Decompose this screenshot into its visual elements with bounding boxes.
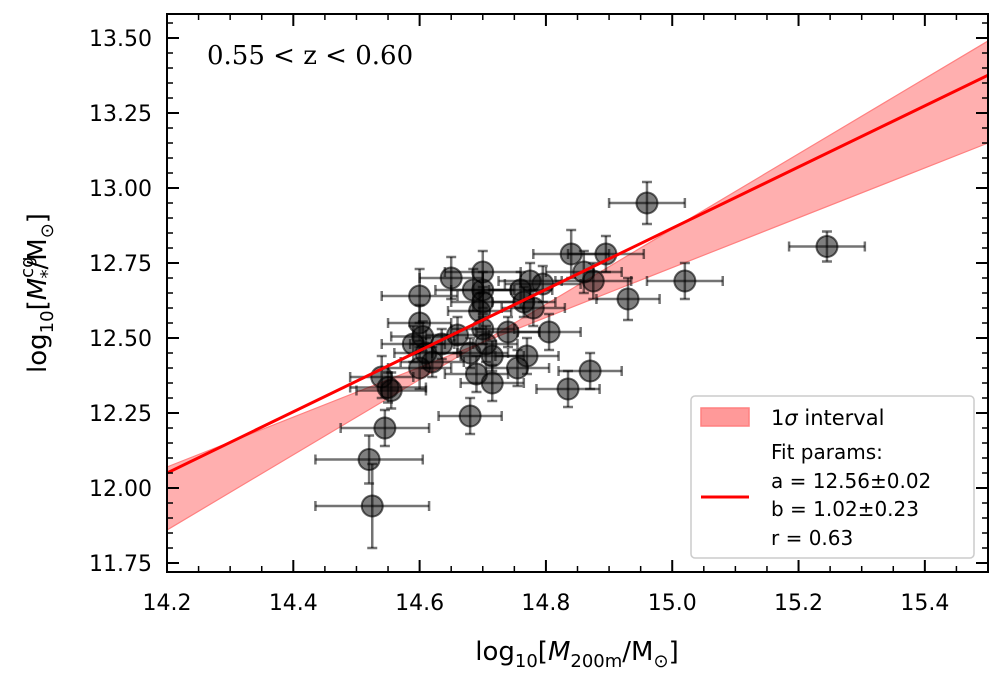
data-point	[437, 396, 503, 436]
point-marker	[373, 416, 397, 440]
point-marker	[458, 404, 482, 428]
data-point	[459, 363, 526, 403]
point-marker	[556, 377, 580, 401]
point-marker	[635, 191, 659, 215]
legend-b-param: b = 1.02±0.23	[771, 497, 919, 521]
y-tick-label: 12.00	[89, 477, 152, 502]
y-tick-label: 12.25	[89, 402, 152, 427]
y-tick-label: 13.50	[89, 27, 152, 52]
point-marker	[578, 359, 602, 383]
y-tick-label: 13.00	[89, 177, 152, 202]
y-tick-label: 12.75	[89, 252, 152, 277]
point-marker	[360, 494, 384, 518]
data-point	[399, 345, 466, 379]
redshift-annotation: 0.55 < z < 0.60	[207, 41, 413, 71]
point-marker	[496, 320, 520, 344]
data-point	[314, 434, 425, 485]
data-point	[787, 230, 867, 263]
x-tick-label: 15.4	[900, 591, 949, 616]
x-tick-label: 14.4	[269, 591, 318, 616]
data-point	[494, 336, 560, 376]
legend-band-swatch	[700, 407, 750, 427]
x-tick-label: 15.0	[648, 591, 697, 616]
data-point	[554, 261, 633, 301]
x-tick-label: 14.6	[395, 591, 444, 616]
point-marker	[515, 344, 539, 368]
y-tick-label: 13.25	[89, 102, 152, 127]
data-point	[566, 234, 646, 274]
point-marker	[480, 371, 504, 395]
data-point	[557, 351, 623, 391]
x-axis-label: log10[M200m/M⊙]	[475, 637, 678, 672]
data-point	[339, 408, 431, 448]
plot-frame	[166, 13, 989, 573]
data-point	[595, 276, 661, 322]
legend-a-param: a = 12.56±0.02	[771, 469, 931, 493]
point-marker	[357, 448, 381, 471]
legend-r-value: r = 0.63	[771, 526, 853, 550]
x-tick-label: 15.2	[774, 591, 823, 616]
point-marker	[815, 235, 839, 258]
point-marker	[408, 284, 432, 308]
x-tick-label: 14.2	[143, 591, 192, 616]
legend-fit-title: Fit params:	[771, 440, 883, 464]
data-point	[645, 261, 725, 301]
fit-line	[167, 73, 988, 475]
data-point	[348, 371, 428, 404]
point-marker	[376, 376, 400, 399]
data-point	[516, 312, 582, 352]
y-tick-label: 12.50	[89, 327, 152, 352]
y-tick-label: 11.75	[89, 552, 152, 577]
point-marker	[537, 320, 561, 344]
y-axis-label: log10[Mcg*/M⊙]	[17, 213, 58, 373]
x-tick-label: 14.8	[521, 591, 570, 616]
point-marker	[673, 269, 697, 293]
point-marker	[581, 269, 605, 293]
data-point	[607, 180, 687, 226]
legend-band-label: 1σ interval	[771, 406, 884, 430]
legend-box	[690, 395, 975, 559]
point-marker	[616, 287, 640, 311]
confidence-band	[167, 40, 988, 531]
data-point	[380, 267, 459, 325]
legend: 1σ interval Fit params: a = 12.56±0.02 b…	[690, 395, 975, 559]
